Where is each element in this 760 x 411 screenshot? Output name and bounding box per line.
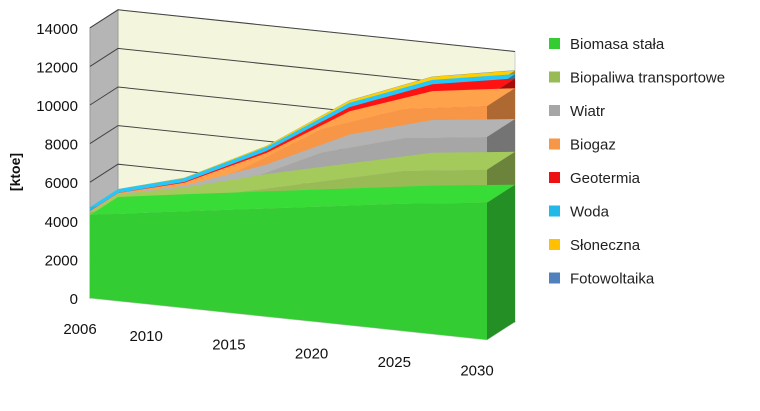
x-tick-label: 2025 <box>378 354 411 371</box>
legend-item: Biogaz <box>549 137 616 154</box>
legend-swatch <box>549 71 560 83</box>
legend-item: Biopaliwa transportowe <box>549 70 725 87</box>
series-area-biomasa-stała <box>90 184 515 340</box>
area-front-face <box>90 202 487 340</box>
legend-swatch <box>549 272 560 284</box>
y-tick-label: 4000 <box>45 214 78 231</box>
gridline <box>89 9 516 52</box>
y-axis-ticks: 0 2000 4000 6000 8000 10000 12000 14000 <box>36 21 78 308</box>
legend-label: Wiatr <box>570 103 605 120</box>
area-top-surface <box>90 88 515 212</box>
legend-item: Woda <box>549 204 610 221</box>
x-tick-label: 2030 <box>460 363 493 380</box>
x-tick-label: 2006 <box>63 321 96 338</box>
y-tick-label: 12000 <box>36 59 78 76</box>
legend-swatch <box>549 138 560 150</box>
legend-item: Geotermia <box>549 170 641 187</box>
x-axis-ticks: 2006 2010 2015 2020 2025 2030 <box>63 321 493 380</box>
area-top-surface <box>90 78 515 211</box>
y-tick-label: 8000 <box>45 137 78 154</box>
y-tick-label: 6000 <box>45 175 78 192</box>
y-axis-label: [ktoe] <box>7 153 23 191</box>
legend-label: Biomasa stała <box>570 36 665 53</box>
y-tick-label: 2000 <box>45 252 78 269</box>
legend-label: Słoneczna <box>570 237 641 254</box>
legend-item: Biomasa stała <box>549 36 665 53</box>
x-tick-label: 2010 <box>129 328 162 345</box>
legend-label: Woda <box>570 204 610 221</box>
legend: Biomasa stała Biopaliwa transportowe Wiatr… <box>549 36 725 288</box>
x-tick-label: 2015 <box>212 337 245 354</box>
legend-label: Fotowoltaika <box>570 271 655 288</box>
area-top-surface <box>90 184 515 215</box>
legend-swatch <box>549 205 560 217</box>
area-top-surface <box>90 74 515 208</box>
legend-item: Wiatr <box>549 103 605 120</box>
legend-item: Fotowoltaika <box>549 271 655 288</box>
legend-swatch <box>549 239 560 250</box>
legend-swatch <box>549 105 560 116</box>
legend-swatch <box>549 172 560 183</box>
y-tick-label: 0 <box>70 291 78 308</box>
x-tick-label: 2020 <box>295 345 328 362</box>
legend-item: Słoneczna <box>549 237 641 254</box>
legend-label: Biopaliwa transportowe <box>570 70 725 87</box>
y-tick-label: 14000 <box>36 21 78 38</box>
legend-swatch <box>549 38 560 49</box>
gridline <box>89 47 516 91</box>
y-tick-label: 10000 <box>36 98 78 115</box>
area-end-cap <box>487 184 515 340</box>
legend-label: Biogaz <box>570 137 616 154</box>
legend-label: Geotermia <box>570 170 641 187</box>
series-areas <box>90 70 515 340</box>
